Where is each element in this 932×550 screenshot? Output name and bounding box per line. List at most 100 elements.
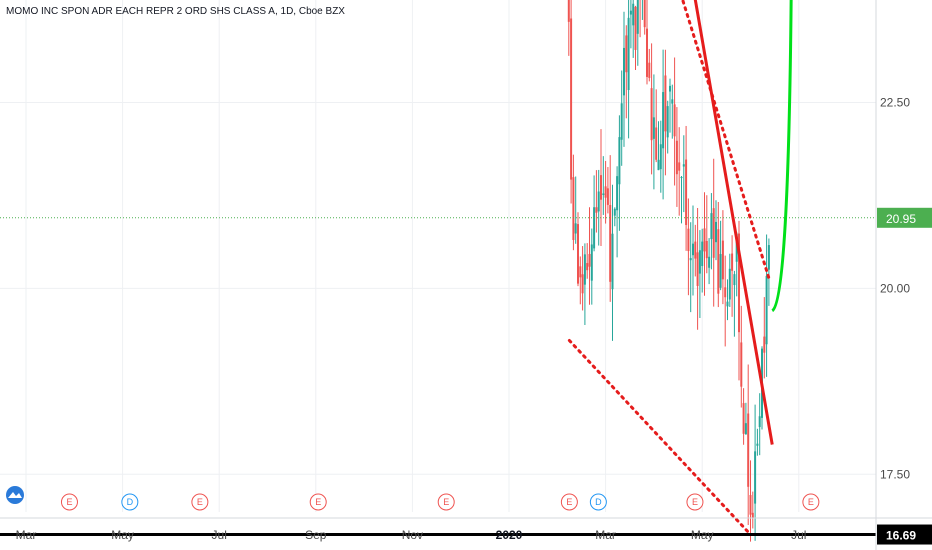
x-tick-label: Mar	[16, 528, 37, 542]
candle-down	[600, 175, 602, 200]
x-tick-label: Nov	[402, 528, 423, 542]
candle-up	[728, 268, 731, 300]
candle-down	[703, 228, 706, 252]
candle-up	[666, 106, 669, 138]
candle-up	[758, 416, 761, 428]
candle-down	[581, 274, 584, 294]
chart-title: MOMO INC SPON ADR EACH REPR 2 ORD SHS CL…	[6, 6, 345, 17]
support-price-tag	[877, 524, 932, 545]
x-tick-label: Jul	[791, 528, 806, 542]
last-price-tag	[877, 207, 932, 228]
candlestick-series	[567, 0, 770, 542]
candle-down	[579, 266, 582, 278]
candle-down	[675, 140, 678, 175]
candle-up	[765, 275, 768, 345]
candle-down	[648, 62, 651, 78]
candle-down	[721, 240, 724, 280]
candle-up	[767, 245, 770, 270]
x-tick-label: Sep	[305, 528, 327, 542]
candle-up	[652, 117, 655, 139]
earnings-marker[interactable]	[802, 493, 820, 511]
candle-up	[590, 244, 593, 281]
event-marker-label: D	[127, 497, 134, 507]
candle-up	[623, 47, 625, 96]
candle-up	[756, 443, 759, 446]
grid-lines	[0, 0, 876, 512]
x-tick-label: May	[111, 528, 134, 542]
candle-down	[650, 88, 653, 141]
candle-down	[763, 336, 766, 353]
candle-down	[742, 403, 745, 434]
candle-down	[646, 28, 648, 77]
event-marker-label: D	[595, 497, 602, 507]
event-marker-label: E	[692, 497, 698, 507]
main-trendline[interactable]	[475, 0, 774, 445]
candle-down	[577, 224, 579, 284]
candle-up	[636, 0, 639, 34]
candle-down	[724, 287, 727, 298]
candle-up	[620, 103, 623, 140]
earnings-marker[interactable]	[191, 493, 209, 511]
candle-down	[664, 75, 667, 132]
candle-down	[749, 494, 752, 515]
earnings-marker[interactable]	[686, 493, 704, 511]
earnings-marker[interactable]	[60, 493, 78, 511]
lower-wedge-line[interactable]	[567, 338, 752, 537]
event-marker-label: E	[315, 497, 321, 507]
candle-up	[744, 423, 747, 435]
candle-down	[687, 228, 690, 252]
candle-up	[662, 92, 665, 149]
candle-down	[588, 253, 591, 267]
candle-up	[659, 144, 662, 170]
earnings-marker[interactable]	[309, 493, 327, 511]
dividend-marker[interactable]	[589, 493, 607, 511]
candle-up	[726, 301, 729, 307]
candle-down	[634, 6, 637, 50]
candle-down	[685, 159, 688, 225]
candle-up	[613, 208, 616, 216]
candle-down	[751, 512, 754, 519]
event-marker-label: E	[66, 497, 72, 507]
y-tick-label: 22.50	[880, 96, 910, 110]
candle-up	[602, 193, 605, 195]
candle-down	[694, 241, 697, 259]
event-marker-label: E	[197, 497, 203, 507]
candle-up	[618, 137, 621, 185]
candle-up	[632, 3, 635, 26]
candle-up	[671, 99, 674, 104]
candle-up	[680, 177, 683, 179]
candle-up	[710, 213, 713, 240]
candle-up	[629, 10, 632, 15]
last-price-label: 20.95	[886, 212, 916, 226]
candle-down	[567, 0, 570, 22]
candle-up	[701, 241, 704, 267]
candle-up	[627, 17, 630, 91]
dividend-marker[interactable]	[121, 493, 139, 511]
candle-down	[678, 162, 681, 171]
candle-down	[747, 413, 750, 487]
y-tick-label: 17.50	[880, 467, 910, 481]
candle-down	[609, 205, 612, 282]
candle-down	[655, 127, 658, 160]
candle-down	[572, 177, 575, 241]
x-tick-label: 2020	[496, 528, 523, 542]
tradingview-logo[interactable]	[6, 486, 24, 504]
earnings-marker[interactable]	[437, 493, 455, 511]
candle-down	[604, 186, 607, 198]
x-tick-label: Jul	[212, 528, 227, 542]
event-marker-label: E	[443, 497, 449, 507]
candle-up	[597, 191, 600, 212]
candle-up	[657, 159, 660, 171]
event-marker-label: E	[566, 497, 572, 507]
projection-arrow[interactable]	[771, 0, 793, 313]
candle-down	[717, 229, 720, 294]
candle-up	[733, 274, 736, 286]
x-tick-label: May	[691, 528, 714, 542]
candle-down	[595, 207, 598, 213]
candle-down	[570, 18, 573, 180]
earnings-marker[interactable]	[560, 493, 578, 511]
candle-up	[719, 254, 722, 288]
